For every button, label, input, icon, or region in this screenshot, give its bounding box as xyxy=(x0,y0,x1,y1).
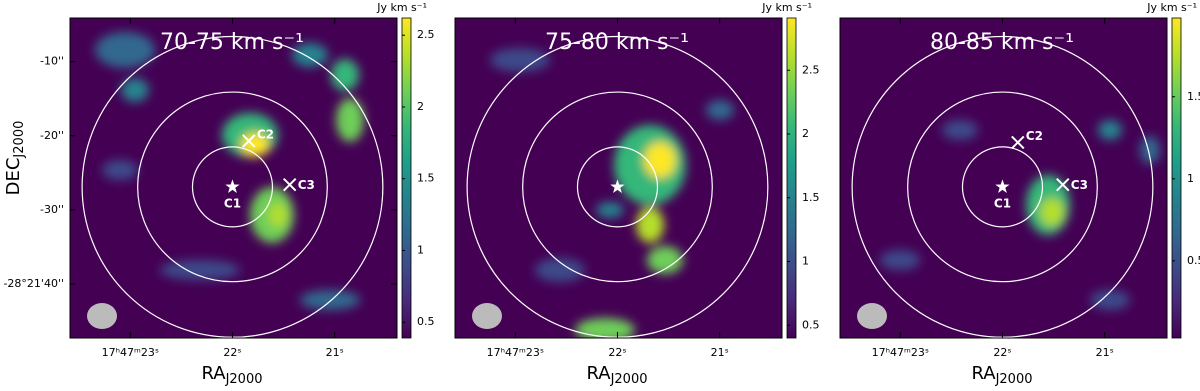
y-axis-label-subscript: J2000 xyxy=(12,121,27,159)
colorbar-tick-label: 1.5 xyxy=(417,172,435,185)
map-image xyxy=(840,18,1167,338)
aperture-circle xyxy=(576,146,659,228)
source-cross xyxy=(282,177,297,192)
x-tick-label: 21ˢ xyxy=(1096,346,1114,359)
x-tick-label: 22ˢ xyxy=(608,346,626,359)
x-tick-label: 17ʰ47ᵐ23ˢ xyxy=(872,346,929,359)
x-axis-label: RAJ2000 xyxy=(201,363,262,387)
panel: C1 C2 C3 70-75 km s⁻¹ 17ʰ47ᵐ23ˢ 22ˢ 21ˢ RAJ2000… xyxy=(3,1,435,387)
y-tick-label: -20'' xyxy=(40,129,64,142)
source-star xyxy=(610,179,625,193)
colorbar-tick-label: 1.5 xyxy=(802,191,820,204)
y-tick-label: -10'' xyxy=(40,55,64,68)
beam xyxy=(87,303,117,329)
colorbar-tick-label: 1 xyxy=(417,243,424,256)
beam xyxy=(472,303,502,329)
map-image xyxy=(455,18,782,338)
colorbar-tick-label: 1 xyxy=(802,255,809,268)
panel: 75-80 km s⁻¹ 17ʰ47ᵐ23ˢ 22ˢ 21ˢ RAJ2000 0.5 1 1.… xyxy=(454,1,820,387)
map-image xyxy=(70,18,397,338)
colorbar xyxy=(786,17,797,339)
x-tick-label: 17ʰ47ᵐ23ˢ xyxy=(487,346,544,359)
x-axis-label-subscript: J2000 xyxy=(225,372,263,387)
x-tick-label: 22ˢ xyxy=(993,346,1011,359)
aperture-circle xyxy=(137,91,328,283)
colorbar-tick-label: 2 xyxy=(802,127,809,140)
colorbar-tick-label: 1.5 xyxy=(1187,90,1200,103)
plot-frame xyxy=(69,17,398,339)
x-tick-label: 21ˢ xyxy=(326,346,344,359)
source-label: C2 xyxy=(1026,129,1043,143)
source-cross xyxy=(1011,135,1025,150)
plot-frame xyxy=(454,17,783,339)
x-axis-label: RAJ2000 xyxy=(971,363,1032,387)
source-label: C3 xyxy=(298,178,315,192)
x-axis-label-subscript: J2000 xyxy=(610,372,648,387)
x-axis-label: RAJ2000 xyxy=(586,363,647,387)
source-cross xyxy=(242,134,256,148)
colorbar-tick-label: 2.5 xyxy=(802,63,820,76)
source-label: C3 xyxy=(1071,178,1088,192)
source-star xyxy=(995,179,1010,193)
colorbar-label: Jy km s⁻¹ xyxy=(376,1,427,14)
colorbar-label: Jy km s⁻¹ xyxy=(1146,1,1197,14)
source-label: C1 xyxy=(994,196,1011,210)
y-tick-label: -30'' xyxy=(40,203,64,216)
emission xyxy=(490,48,734,338)
colorbar-tick-label: 1 xyxy=(1187,172,1194,185)
colorbar xyxy=(401,17,412,339)
source-cross xyxy=(1056,177,1070,192)
x-axis-label-subscript: J2000 xyxy=(995,372,1033,387)
panel: C1 C2 C3 80-85 km s⁻¹ 17ʰ47ᵐ23ˢ 22ˢ 21ˢ RAJ2000… xyxy=(839,1,1200,387)
aperture-circle xyxy=(961,146,1044,228)
panel-title: 80-85 km s⁻¹ xyxy=(930,30,1074,55)
source-label: C1 xyxy=(224,196,241,210)
colorbar-label: Jy km s⁻¹ xyxy=(761,1,812,14)
colorbar xyxy=(1171,17,1182,339)
colorbar-tick-label: 0.5 xyxy=(802,318,820,331)
colorbar-tick-label: 0.5 xyxy=(1187,254,1200,267)
colorbar-tick-label: 2.5 xyxy=(417,28,435,41)
panel-title: 70-75 km s⁻¹ xyxy=(160,30,304,55)
source-label: C2 xyxy=(257,127,274,141)
aperture-circle xyxy=(191,146,274,228)
aperture-circle xyxy=(522,91,713,283)
colorbar-tick-label: 2 xyxy=(417,100,424,113)
emission xyxy=(880,120,1160,310)
emission xyxy=(95,32,364,310)
x-tick-label: 21ˢ xyxy=(711,346,729,359)
x-tick-label: 17ʰ47ᵐ23ˢ xyxy=(102,346,159,359)
source-star xyxy=(225,179,240,193)
y-tick-label: -28°21'40'' xyxy=(3,277,64,290)
panel-title: 75-80 km s⁻¹ xyxy=(545,30,689,55)
colorbar-tick-label: 0.5 xyxy=(417,315,435,328)
map-background xyxy=(840,18,1167,338)
beam xyxy=(857,303,887,329)
y-axis-label: DECJ2000 xyxy=(3,121,27,196)
aperture-circle xyxy=(907,91,1098,283)
x-tick-label: 22ˢ xyxy=(223,346,241,359)
plot-frame xyxy=(839,17,1168,339)
